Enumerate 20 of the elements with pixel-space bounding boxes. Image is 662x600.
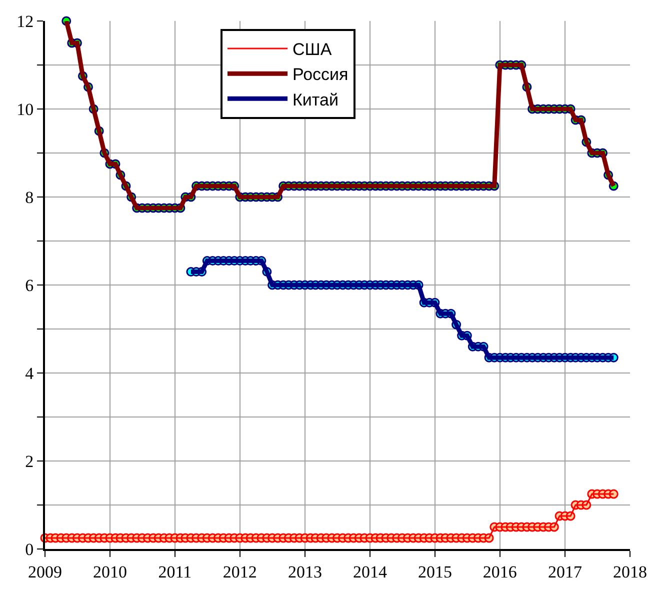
x-tick-label: 2016 <box>482 562 517 582</box>
y-tick-label: 2 <box>25 452 34 471</box>
legend-label: США <box>292 40 332 60</box>
x-tick-label: 2013 <box>288 562 322 582</box>
y-tick-label: 4 <box>25 364 34 383</box>
legend-label: Россия <box>292 65 348 84</box>
x-tick-label: 2010 <box>92 562 127 582</box>
y-tick-label: 0 <box>25 540 34 559</box>
y-tick-label: 6 <box>25 276 34 295</box>
x-tick-label: 2011 <box>158 562 192 582</box>
x-tick-label: 2012 <box>222 562 257 582</box>
y-tick-label: 8 <box>25 188 34 207</box>
x-tick-label: 2017 <box>548 562 583 582</box>
x-tick-label: 2014 <box>352 562 388 582</box>
x-tick-label: 2018 <box>613 562 647 582</box>
legend-label: Китай <box>292 90 338 110</box>
x-tick-label: 2015 <box>418 562 452 582</box>
x-tick-label: 2009 <box>28 562 62 582</box>
y-tick-label: 12 <box>16 12 34 31</box>
y-tick-label: 10 <box>16 100 34 119</box>
